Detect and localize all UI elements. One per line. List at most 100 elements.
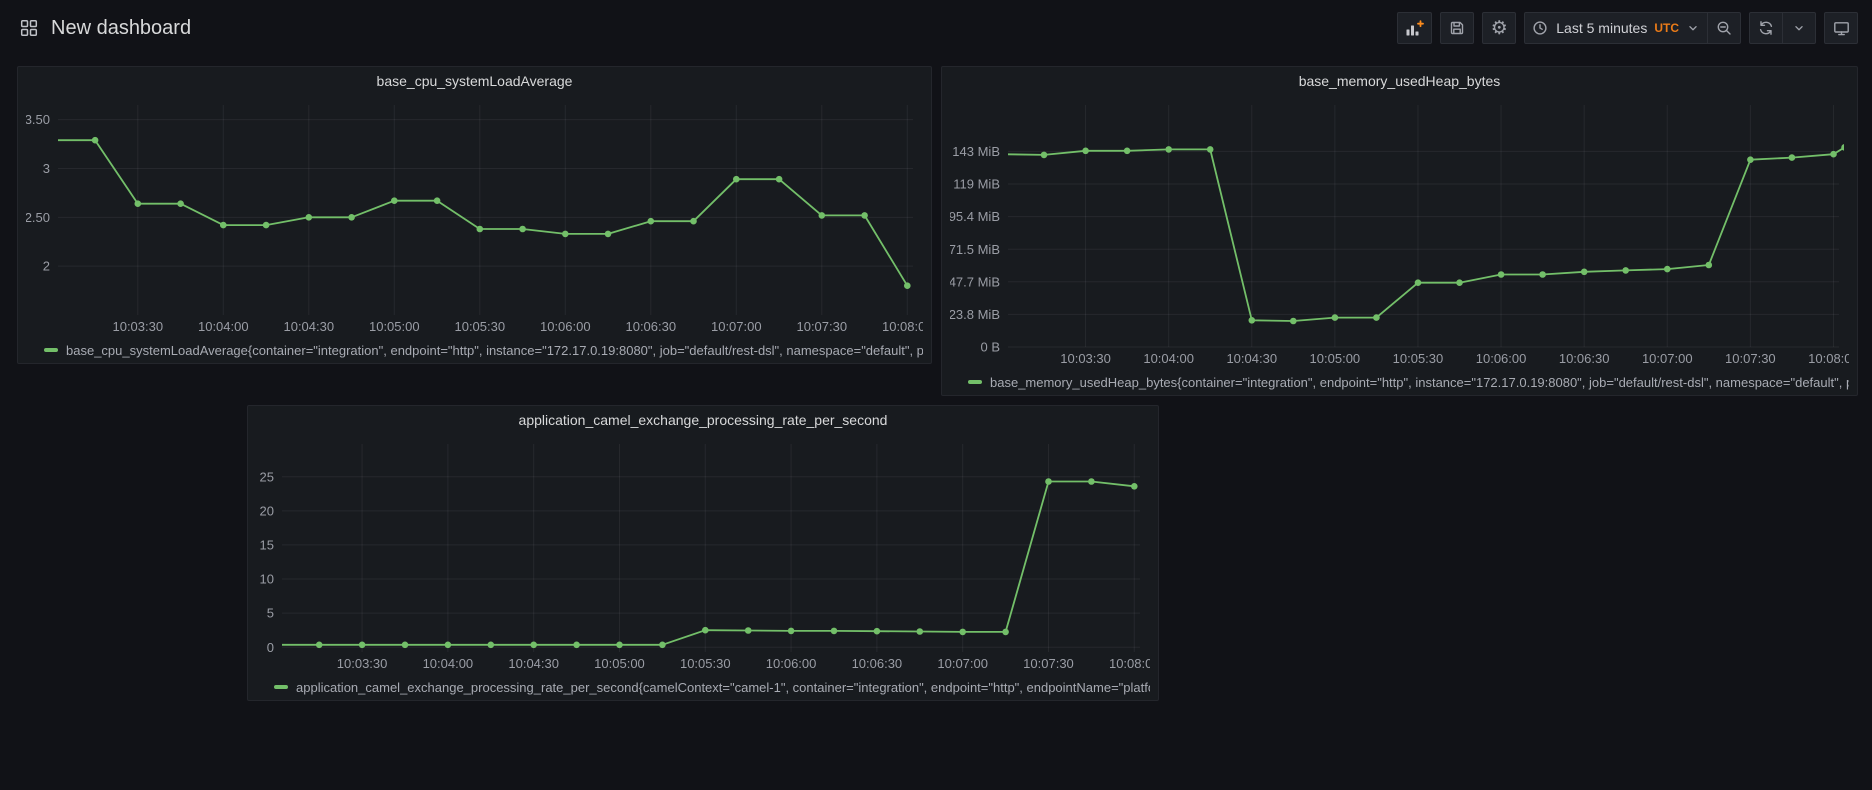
series-point (1206, 146, 1214, 153)
legend-item[interactable]: base_cpu_systemLoadAverage{container="in… (26, 337, 923, 363)
series-point (830, 627, 838, 635)
series-point (916, 628, 924, 635)
series-point (733, 175, 740, 183)
series-point (1414, 279, 1422, 286)
series-point (262, 221, 270, 229)
panel-cpu-load: base_cpu_systemLoadAverage 2 2.50 3 3.50 10:… (17, 66, 932, 364)
series-line (1008, 146, 1844, 322)
series-group (49, 136, 911, 289)
x-axis-label: 10:06:00 (766, 656, 817, 671)
series-color-swatch (274, 685, 288, 689)
x-axis-label: 10:05:00 (369, 319, 420, 334)
apps-grid-icon[interactable] (17, 16, 41, 40)
series-point (1131, 483, 1138, 490)
series-point (1788, 154, 1796, 161)
legend-item[interactable]: application_camel_exchange_processing_ra… (256, 674, 1150, 700)
series-point (358, 641, 366, 649)
series-point (530, 641, 537, 649)
y-axis-label: 71.5 MiB (950, 242, 1000, 257)
series-point (1497, 271, 1505, 278)
dashboard-header: New dashboard ⚙ (0, 0, 1872, 56)
series-point (562, 230, 569, 238)
series-point (220, 221, 227, 229)
series-point (49, 137, 56, 144)
timezone-label: UTC (1654, 21, 1679, 35)
series-point (573, 641, 580, 649)
panel-heap-memory: base_memory_usedHeap_bytes 0 B 23.8 MiB 47… (941, 66, 1858, 396)
series-color-swatch (968, 380, 982, 384)
series-point (476, 225, 484, 233)
panel-title[interactable]: base_memory_usedHeap_bytes (1298, 73, 1501, 89)
y-axis-label: 143 MiB (952, 144, 1000, 159)
dashboard-settings-button[interactable]: ⚙ (1482, 12, 1517, 44)
cpu-load-chart[interactable]: 2 2.50 3 3.50 10:03:30 10:04:00 10:04:30 10:05:… (26, 95, 923, 337)
series-point (315, 641, 323, 649)
add-panel-button[interactable] (1397, 12, 1433, 44)
y-axis-label: 3 (43, 161, 50, 176)
bar-chart-plus-icon (1405, 19, 1425, 37)
page-title[interactable]: New dashboard (51, 16, 192, 39)
y-axis-label: 3.50 (26, 112, 50, 127)
y-axis-label: 10 (260, 572, 274, 587)
series-point (690, 217, 697, 225)
x-axis-label: 10:08:00 (1808, 351, 1849, 366)
series-point (1082, 147, 1089, 155)
y-axis-label: 47.7 MiB (950, 274, 1000, 289)
series-point (1123, 147, 1131, 155)
save-icon (1449, 20, 1465, 36)
series-point (1664, 265, 1671, 273)
x-axis-label: 10:07:30 (796, 319, 847, 334)
series-group (282, 478, 1138, 649)
legend-item[interactable]: base_memory_usedHeap_bytes{container="in… (950, 369, 1849, 395)
x-axis-label: 10:04:00 (423, 656, 474, 671)
chevron-down-icon (1686, 21, 1700, 35)
series-point (647, 217, 655, 225)
y-axis-label: 20 (260, 503, 274, 518)
panel-title[interactable]: application_camel_exchange_processing_ra… (518, 412, 888, 428)
series-point (659, 641, 666, 649)
series-point (391, 197, 398, 204)
x-axis-label: 10:07:30 (1725, 351, 1776, 366)
series-point (1705, 261, 1713, 269)
series-point (1045, 478, 1052, 485)
x-axis-label: 10:03:30 (112, 319, 163, 334)
toolbar: ⚙ Last 5 minutes UTC (1397, 12, 1858, 44)
x-axis-label: 10:06:30 (625, 319, 676, 334)
y-axis-label: 2.50 (26, 210, 50, 225)
series-point (1747, 156, 1754, 163)
series-point (861, 212, 868, 219)
refresh-interval-button[interactable] (1782, 12, 1816, 44)
x-axis-label: 10:06:30 (1559, 351, 1610, 366)
series-point (1580, 268, 1588, 276)
time-picker-group: Last 5 minutes UTC (1524, 12, 1741, 44)
refresh-icon (1758, 20, 1774, 36)
y-axis-label: 2 (43, 259, 50, 274)
x-axis-label: 10:06:00 (540, 319, 591, 334)
series-point (348, 214, 355, 221)
cycle-view-mode-button[interactable] (1824, 12, 1858, 44)
time-range-button[interactable]: Last 5 minutes UTC (1524, 12, 1708, 44)
y-axis-label: 95.4 MiB (950, 209, 1000, 224)
x-axis-label: 10:05:30 (454, 319, 505, 334)
series-point (487, 641, 495, 649)
zoom-out-time-button[interactable] (1707, 12, 1741, 44)
series-point (177, 200, 184, 207)
x-axis-label: 10:07:00 (937, 656, 988, 671)
series-point (444, 641, 452, 649)
series-point (616, 641, 623, 649)
series-point (305, 214, 313, 221)
save-dashboard-button[interactable] (1440, 12, 1475, 44)
series-point (1830, 150, 1837, 158)
refresh-dashboard-button[interactable] (1749, 12, 1783, 44)
series-point (1841, 144, 1844, 151)
series-label: base_memory_usedHeap_bytes{container="in… (990, 374, 1849, 390)
y-axis-label: 5 (267, 606, 274, 621)
camel-rate-chart[interactable]: 0 5 10 15 20 25 10:03:30 10:04:00 10:04:30 10:05:… (256, 434, 1150, 674)
x-axis-label: 10:05:00 (1310, 351, 1361, 366)
series-point (91, 136, 99, 144)
panel-title[interactable]: base_cpu_systemLoadAverage (376, 73, 573, 89)
x-axis-label: 10:07:30 (1023, 656, 1074, 671)
series-point (775, 175, 783, 183)
heap-memory-chart[interactable]: 0 B 23.8 MiB 47.7 MiB 71.5 MiB 95.4 MiB 119 M… (950, 95, 1849, 369)
x-axis-label: 10:04:30 (283, 319, 334, 334)
